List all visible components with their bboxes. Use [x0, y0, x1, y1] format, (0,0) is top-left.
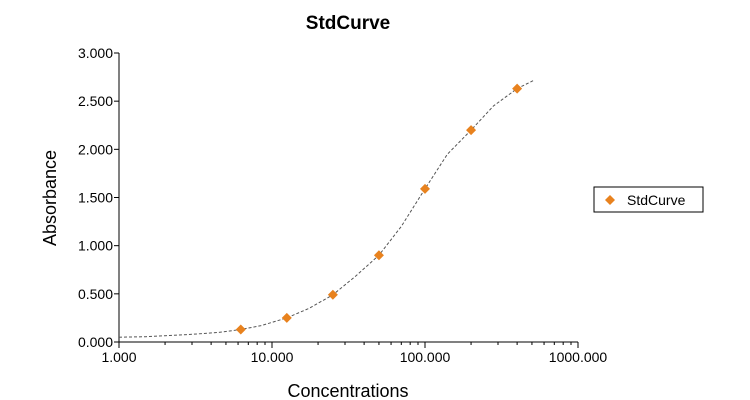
y-tick-label: 1.500 [78, 190, 113, 206]
x-tick-label: 100.000 [400, 349, 451, 365]
fit-curve-line [118, 79, 535, 338]
plot-area: 0.000 0.500 1.000 1.500 2.000 2.500 3.000 1.000… [78, 45, 607, 365]
y-tick-label: 2.500 [78, 93, 113, 109]
legend-box [593, 186, 704, 213]
data-point [373, 250, 384, 261]
data-point [512, 83, 523, 94]
data-point [466, 125, 477, 136]
x-axis-label: Concentrations [287, 381, 408, 400]
legend: StdCurve [593, 186, 704, 213]
y-tick-label: 0.000 [78, 334, 113, 350]
y-axis-label: Absorbance [40, 150, 60, 246]
x-tick-label: 1.000 [101, 349, 136, 365]
y-tick-label: 0.500 [78, 286, 113, 302]
legend-diamond-marker [605, 195, 615, 205]
y-tick-label: 2.000 [78, 141, 113, 157]
data-point [420, 183, 430, 194]
data-point [281, 312, 292, 323]
data-point [327, 289, 338, 300]
y-tick-label: 1.000 [78, 238, 113, 254]
x-tick-label: 10.000 [251, 349, 294, 365]
x-tick-label: 1000.000 [549, 349, 608, 365]
chart-title: StdCurve [306, 13, 390, 34]
legend-label: StdCurve [627, 192, 686, 208]
data-point [235, 324, 246, 335]
y-tick-label: 3.000 [78, 45, 113, 61]
